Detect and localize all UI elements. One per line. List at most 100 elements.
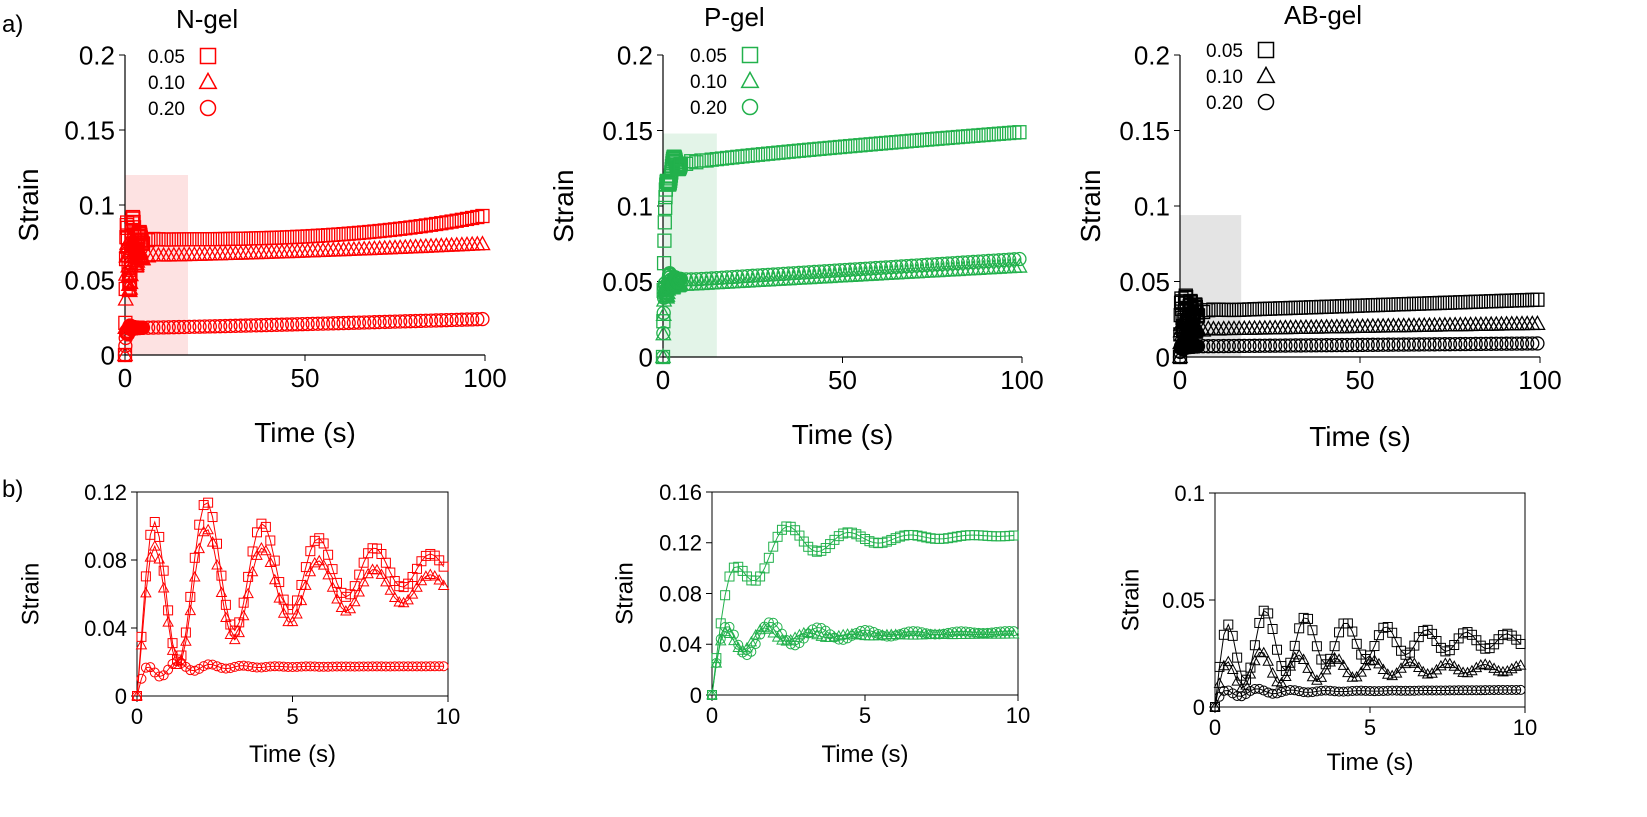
data-point [827,140,842,155]
data-point [1401,337,1417,352]
data-point [291,607,303,619]
data-point [212,231,228,247]
data-point [279,230,295,245]
data-point [444,214,459,229]
data-point [996,252,1012,268]
data-point [781,266,796,281]
data-point [254,231,269,246]
data-point [1002,125,1017,141]
data-point [711,657,722,668]
data-point [1257,301,1273,316]
data-point [1514,293,1530,308]
data-point [1488,662,1500,673]
data-point [1466,664,1478,676]
data-point [243,318,259,333]
data-point [1266,667,1279,678]
data-point [305,316,320,332]
data-point [1314,299,1329,315]
data-point [423,313,439,328]
legend-label: 0.10 [690,72,727,93]
data-point [1463,294,1478,310]
data-point [357,575,370,587]
series-0.05 [1210,605,1526,712]
data-point [730,149,745,165]
data-point [719,150,735,166]
data-point [837,262,853,278]
data-point [1509,293,1525,308]
data-point [868,136,883,152]
data-point [323,549,334,560]
data-point [418,313,434,328]
data-point [735,269,750,284]
y-tick-label: 0.2 [79,40,115,70]
data-point [1334,299,1350,314]
y-tick-label: 0.05 [64,265,115,295]
data-point [1453,295,1468,310]
data-point [1443,657,1456,669]
data-point [750,268,766,283]
data-point [720,622,731,633]
data-point [873,136,889,151]
data-point [1007,125,1022,140]
data-point [362,224,377,240]
data-point [135,638,148,650]
data-point [1216,338,1231,354]
data-point [1430,663,1443,675]
data-point [768,541,779,552]
data-point [1347,626,1358,637]
data-point [1432,337,1447,352]
data-point [807,264,822,280]
data-point [1427,337,1442,352]
data-point [837,139,853,154]
data-point [1351,638,1362,649]
data-point [233,626,246,638]
data-point [1411,337,1427,352]
y-tick-label: 0.15 [1119,116,1170,146]
data-point [925,257,940,272]
data-point [1278,338,1293,353]
data-point [351,225,367,241]
legend-marker-circle [199,99,217,117]
data-point [822,140,837,156]
data-point [377,223,392,238]
data-point [388,591,401,603]
data-point [1504,293,1519,308]
data-point [464,210,480,226]
data-point [233,231,248,246]
data-point [1242,338,1257,353]
data-point [438,561,449,572]
data-point [853,261,868,277]
data-point [1411,296,1427,311]
data-point [387,314,403,329]
data-point [878,260,894,275]
data-point [146,320,161,335]
data-point [184,604,197,616]
data-point [1249,654,1261,666]
data-point [1473,294,1489,309]
data-point [728,629,739,640]
data-point [1339,298,1355,314]
x-axis-label: Time (s) [1326,749,1413,776]
data-point [1258,685,1269,696]
data-point [354,569,365,580]
data-point [1247,302,1262,317]
data-point [403,314,418,329]
data-point [1417,296,1432,311]
data-point [397,596,410,608]
data-point [961,129,976,144]
y-axis-label: Strain [13,168,44,241]
data-point [1275,676,1288,688]
data-point [344,602,357,614]
data-point [197,232,212,247]
data-point [1267,301,1283,316]
legend: 0.05 0.10 0.20 [148,47,218,120]
data-point [122,266,140,282]
y-axis-label: Strain [17,563,44,626]
data-point [899,258,914,274]
data-point [290,317,305,332]
data-point [1364,654,1376,666]
data-point [310,228,326,243]
data-point [1325,653,1336,664]
data-point [148,540,161,551]
